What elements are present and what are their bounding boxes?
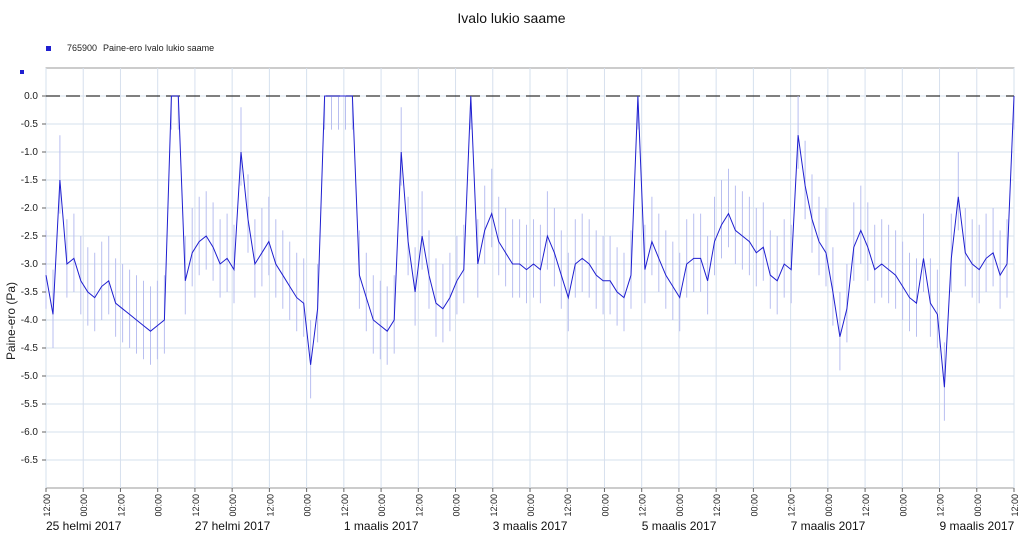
x-tick-label: 00:00 (824, 494, 834, 517)
x-tick-label: 00:00 (377, 494, 387, 517)
x-tick-label: 00:00 (154, 494, 164, 517)
x-tick-label: 12:00 (563, 494, 573, 517)
x-day-label: 27 helmi 2017 (195, 519, 271, 533)
x-tick-label: 12:00 (861, 494, 871, 517)
x-day-label: 25 helmi 2017 (46, 519, 122, 533)
x-tick-label: 00:00 (303, 494, 313, 517)
y-tick-label: -2.5 (21, 231, 39, 242)
x-tick-label: 12:00 (265, 494, 275, 517)
x-tick-label: 12:00 (1010, 494, 1020, 517)
x-tick-label: 12:00 (638, 494, 648, 517)
x-tick-label: 12:00 (414, 494, 424, 517)
legend-swatch (46, 45, 51, 51)
series-layer (45, 95, 1015, 421)
legend-series-id: 765900 (67, 43, 98, 53)
x-tick-label: 12:00 (936, 494, 946, 517)
y-tick-label: -1.0 (21, 147, 39, 158)
legend: 765900 Paine-ero Ivalo lukio saame (46, 43, 214, 53)
x-tick-label: 00:00 (675, 494, 685, 517)
x-tick-label: 00:00 (79, 494, 89, 517)
grid (45, 68, 1015, 488)
x-tick-label: 12:00 (117, 494, 127, 517)
x-day-label: 9 maalis 2017 (940, 519, 1015, 533)
x-tick-label: 00:00 (749, 494, 759, 517)
series-line (45, 95, 1015, 388)
x-tick-label: 00:00 (601, 494, 611, 517)
x-day-label: 5 maalis 2017 (642, 519, 717, 533)
y-tick-label: -6.0 (21, 427, 39, 438)
series-marker (20, 70, 24, 74)
x-tick-label: 12:00 (787, 494, 797, 517)
y-tick-label: -1.5 (21, 175, 39, 186)
chart-title: Ivalo lukio saame (457, 10, 566, 26)
x-tick-label: 00:00 (898, 494, 908, 517)
y-tick-label: -4.0 (21, 315, 39, 326)
x-tick-label: 00:00 (228, 494, 238, 517)
x-tick-label: 12:00 (340, 494, 350, 517)
x-day-labels: 25 helmi 2017 27 helmi 2017 1 maalis 2017 3… (46, 519, 1015, 533)
x-tick-label: 12:00 (191, 494, 201, 517)
legend-series-name: Paine-ero Ivalo lukio saame (103, 43, 215, 53)
x-tick-label: 12:00 (489, 494, 499, 517)
x-tick-label: 00:00 (973, 494, 983, 517)
y-tick-label: -3.0 (21, 259, 39, 270)
y-tick-label: -6.5 (21, 455, 39, 466)
y-tick-label: -5.0 (21, 371, 39, 382)
y-tick-label: 0.0 (24, 91, 38, 102)
x-day-label: 7 maalis 2017 (791, 519, 866, 533)
y-tick-label: -2.0 (21, 203, 39, 214)
x-tick-label: 00:00 (452, 494, 462, 517)
y-tick-label: -5.5 (21, 399, 39, 410)
x-tick-label: 12:00 (42, 494, 52, 517)
x-day-label: 3 maalis 2017 (493, 519, 568, 533)
x-tick-label: 00:00 (526, 494, 536, 517)
x-day-label: 1 maalis 2017 (344, 519, 419, 533)
y-tick-label: -3.5 (21, 287, 39, 298)
x-tick-label: 12:00 (712, 494, 722, 517)
y-tick-label: -4.5 (21, 343, 39, 354)
y-tick-labels: 0.0 -0.5 -1.0 -1.5 -2.0 -2.5 -3.0 -3.5 -4.0 -4.5 -… (21, 91, 46, 466)
x-tick-labels: 12:00 00:00 12:00 00:00 12:00 00:00 12:00 00:00… (42, 488, 1020, 517)
y-tick-label: -0.5 (21, 119, 39, 130)
